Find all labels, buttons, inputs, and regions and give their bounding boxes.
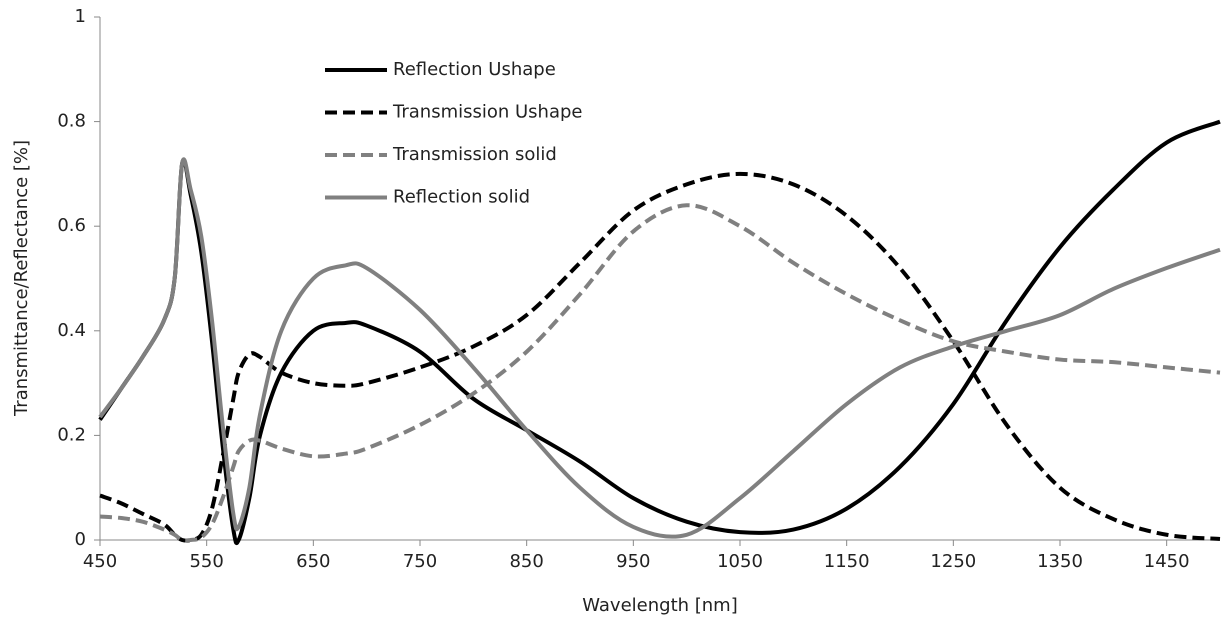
legend-label: Transmission solid xyxy=(392,144,557,165)
y-axis-label: Transmittance/Reflectance [%] xyxy=(11,140,32,417)
x-tick-label: 950 xyxy=(616,551,650,572)
y-tick-label: 1 xyxy=(75,6,86,27)
x-tick-label: 1350 xyxy=(1037,551,1083,572)
line-series xyxy=(99,203,1221,543)
y-tick-label: 0 xyxy=(75,529,86,550)
x-tick-label: 750 xyxy=(403,551,437,572)
y-tick-label: 0.4 xyxy=(57,320,86,341)
y-tick-label: 0.6 xyxy=(57,215,86,236)
x-tick-label: 1250 xyxy=(930,551,976,572)
x-tick-label: 550 xyxy=(189,551,223,572)
y-tick-label: 0.8 xyxy=(57,111,86,132)
x-tick-label: 1450 xyxy=(1144,551,1190,572)
legend-label: Reflection Ushape xyxy=(393,59,556,80)
legend-label: Reflection solid xyxy=(393,187,530,208)
x-axis-label: Wavelength [nm] xyxy=(582,595,738,616)
line-series xyxy=(99,171,1221,543)
x-tick-label: 1050 xyxy=(717,551,763,572)
y-tick-label: 0.2 xyxy=(57,424,86,445)
x-tick-label: 850 xyxy=(509,551,543,572)
line-series xyxy=(98,157,1221,539)
x-tick-label: 450 xyxy=(83,551,117,572)
x-tick-label: 650 xyxy=(296,551,330,572)
legend-label: Transmission Ushape xyxy=(392,102,583,123)
x-tick-label: 1150 xyxy=(824,551,870,572)
